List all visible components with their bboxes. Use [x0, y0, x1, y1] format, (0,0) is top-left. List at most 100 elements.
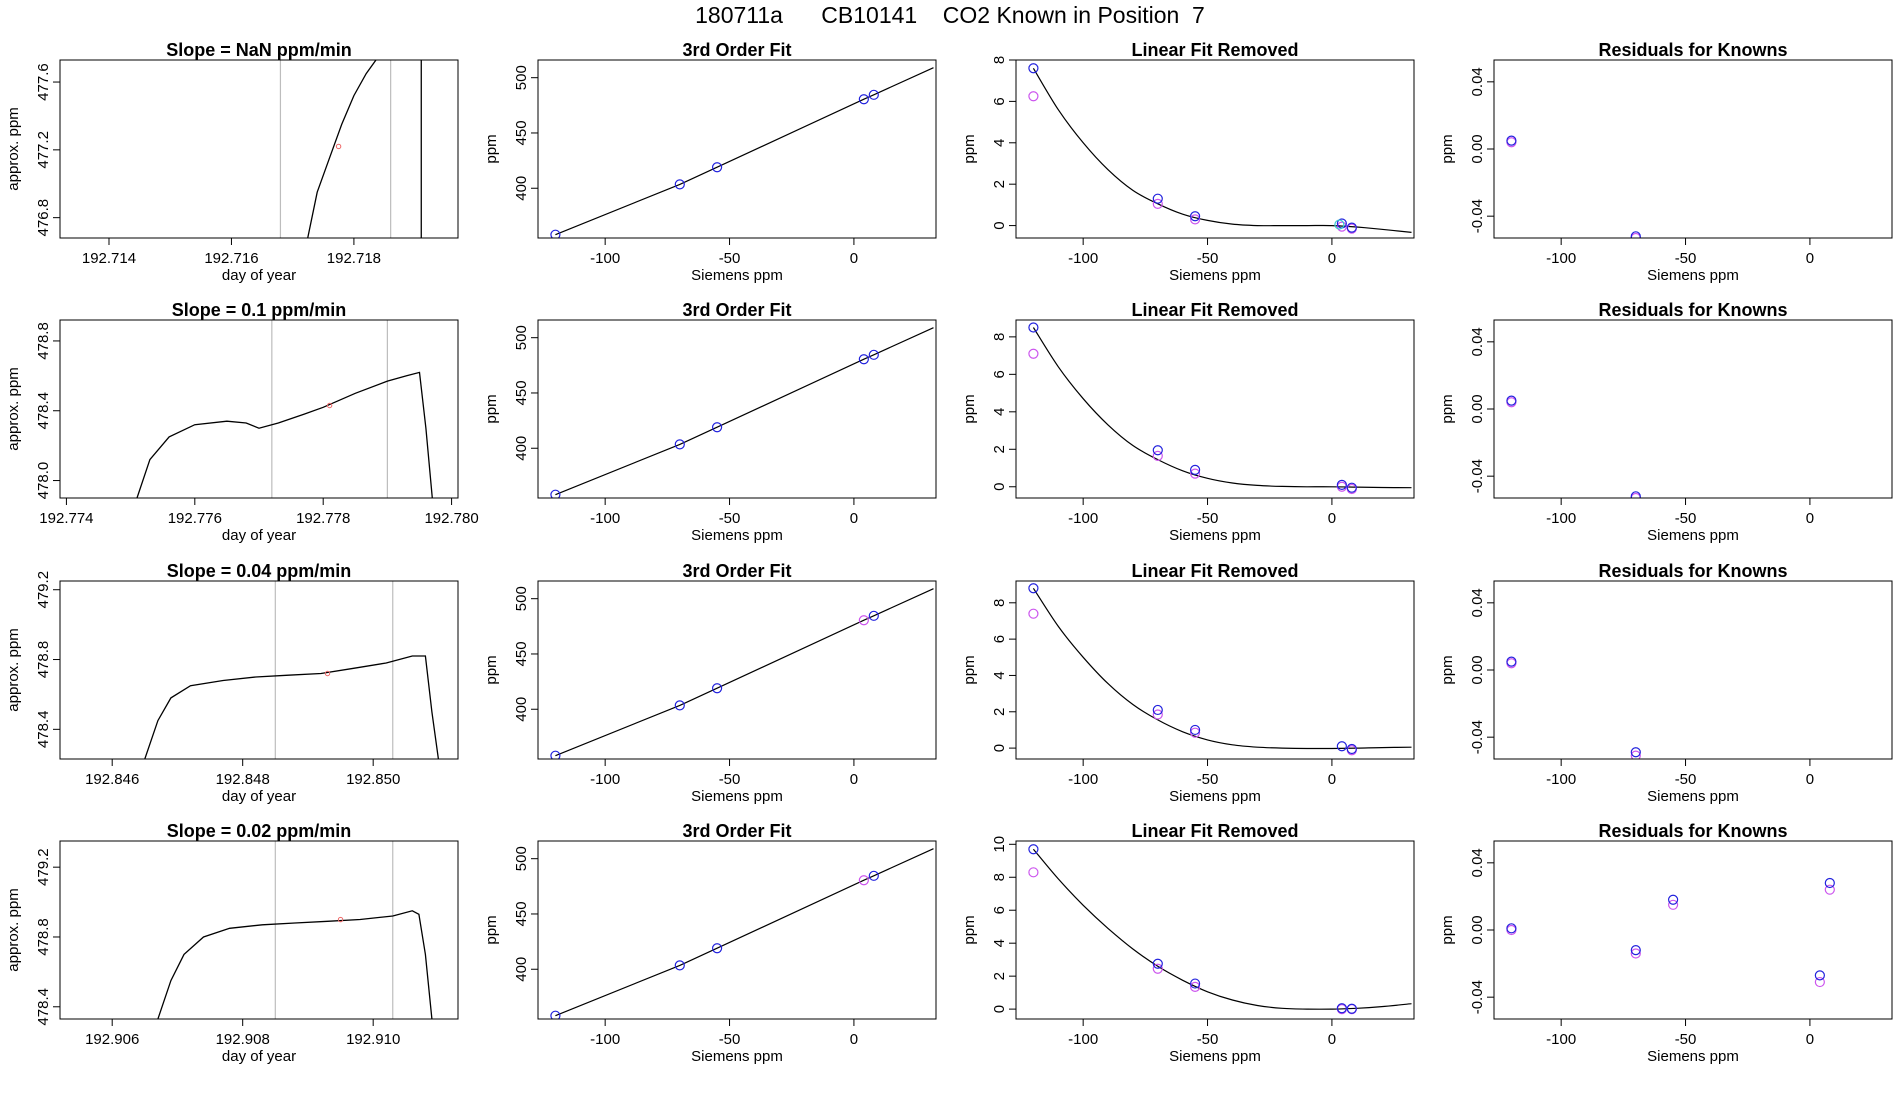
data-point	[1346, 482, 1357, 493]
chart-panel-timeseries-row-3: Slope = 0.04 ppm/min 192.846 192.848 192.85…	[5, 561, 459, 805]
y-tick-label: 6	[991, 906, 1008, 914]
y-axis-label: ppm	[961, 134, 978, 163]
data-point	[858, 94, 869, 105]
y-tick-label: 476.8	[35, 199, 52, 237]
data-point	[550, 229, 561, 238]
x-tick-label: -100	[1068, 1031, 1098, 1048]
y-tick-label: 8	[991, 56, 1008, 64]
y-tick-label: 0.04	[1469, 588, 1486, 617]
plot-frame	[59, 59, 459, 239]
chart-panel-linear-removed-row-3: Linear Fit Removed -100 -50 0 0 2 4 6 8 Siemens p…	[961, 561, 1415, 805]
data-point-secondary	[1630, 232, 1641, 238]
y-axis-label: ppm	[961, 915, 978, 944]
fit-curve	[1032, 67, 1412, 233]
plot-area	[550, 588, 934, 759]
x-axis-label: Siemens ppm	[1169, 527, 1261, 544]
data-point	[711, 422, 723, 433]
data-point	[674, 700, 685, 711]
data-point	[1189, 724, 1201, 736]
y-tick-label: 0.00	[1469, 394, 1486, 423]
y-tick-label: 450	[513, 641, 530, 666]
mean-marker	[335, 143, 342, 150]
y-axis-label: ppm	[961, 394, 978, 423]
x-tick-label: -100	[590, 1031, 620, 1048]
plot-area	[157, 841, 433, 1019]
panel-title: 3rd Order Fit	[682, 300, 791, 320]
x-tick-label: 0	[1328, 771, 1336, 788]
plot-area	[144, 581, 440, 759]
y-tick-label: 400	[513, 957, 530, 982]
panel-title: 3rd Order Fit	[682, 40, 791, 60]
y-tick-label: 450	[513, 380, 530, 405]
data-point-secondary	[1189, 727, 1201, 738]
x-tick-label: -100	[1068, 510, 1098, 527]
panel-title: Slope = 0.02 ppm/min	[167, 821, 352, 841]
plot-frame	[1015, 840, 1415, 1020]
fit-curve	[555, 327, 934, 496]
x-tick-label: 192.716	[204, 250, 258, 267]
chart-panel-cal-fit-row-3: 3rd Order Fit -100 -50 0 400 450 500 Siemens pp…	[483, 561, 937, 805]
plot-frame	[1015, 580, 1415, 760]
data-point-secondary	[1152, 709, 1163, 720]
x-tick-label: 0	[850, 1031, 858, 1048]
data-point-secondary	[1189, 214, 1201, 225]
plot-area	[550, 67, 934, 238]
x-axis-label: Siemens ppm	[691, 1048, 783, 1065]
x-tick-label: 0	[850, 771, 858, 788]
y-tick-label: -0.04	[1469, 199, 1486, 233]
x-axis-label: Siemens ppm	[691, 527, 783, 544]
y-axis-label: ppm	[1439, 394, 1456, 423]
y-tick-label: 0.04	[1469, 848, 1486, 877]
data-point	[1189, 464, 1201, 475]
y-tick-label: 0.04	[1469, 327, 1486, 356]
y-tick-label: 477.2	[35, 131, 52, 169]
data-point	[674, 960, 685, 971]
data-point	[1506, 656, 1517, 667]
y-axis-label: ppm	[483, 655, 500, 684]
y-axis-label: ppm	[483, 915, 500, 944]
x-tick-label: 0	[1806, 1031, 1814, 1048]
y-tick-label: 479.2	[35, 571, 52, 609]
x-tick-label: 0	[1806, 510, 1814, 527]
y-tick-label: 6	[991, 370, 1008, 378]
x-tick-label: 192.714	[82, 250, 136, 267]
panel-title: Linear Fit Removed	[1131, 40, 1298, 60]
x-axis-label: Siemens ppm	[1647, 527, 1739, 544]
data-point	[1667, 894, 1679, 905]
page-title: 180711a CB10141 CO2 Known in Position 7	[695, 2, 1205, 28]
panel-title: Linear Fit Removed	[1131, 561, 1298, 581]
y-tick-label: 0.00	[1469, 134, 1486, 163]
data-point	[868, 89, 879, 100]
plot-frame	[1015, 319, 1415, 499]
x-tick-label: -50	[1675, 510, 1697, 527]
y-tick-label: 500	[513, 586, 530, 611]
data-point	[1152, 445, 1163, 456]
data-point	[1028, 322, 1039, 333]
data-point	[1152, 958, 1163, 969]
x-tick-label: 0	[1328, 1031, 1336, 1048]
x-tick-label: -100	[590, 771, 620, 788]
data-point	[711, 943, 723, 954]
y-tick-label: 8	[991, 873, 1008, 881]
x-axis-label: Siemens ppm	[1647, 788, 1739, 805]
y-tick-label: 8	[991, 333, 1008, 341]
y-tick-label: 6	[991, 97, 1008, 105]
y-axis-label: approx. ppm	[5, 107, 22, 190]
y-tick-label: 6	[991, 635, 1008, 643]
x-tick-label: 192.908	[216, 1031, 270, 1048]
data-point-secondary	[1630, 948, 1641, 959]
data-point	[1824, 877, 1835, 889]
y-tick-label: 0.04	[1469, 67, 1486, 96]
plot-area	[550, 327, 934, 498]
y-tick-label: 4	[991, 408, 1008, 416]
x-tick-label: -100	[1546, 510, 1576, 527]
x-tick-label: 192.906	[85, 1031, 139, 1048]
plot-frame	[537, 59, 937, 239]
data-point	[868, 610, 879, 621]
y-tick-label: 4	[991, 939, 1008, 947]
y-tick-label: 2	[991, 972, 1008, 980]
y-axis-label: ppm	[483, 394, 500, 423]
chart-panel-residuals-row-4: Residuals for Knowns -100 -50 0 -0.04 0.00 0.0…	[1439, 821, 1893, 1065]
data-point	[1152, 193, 1163, 204]
